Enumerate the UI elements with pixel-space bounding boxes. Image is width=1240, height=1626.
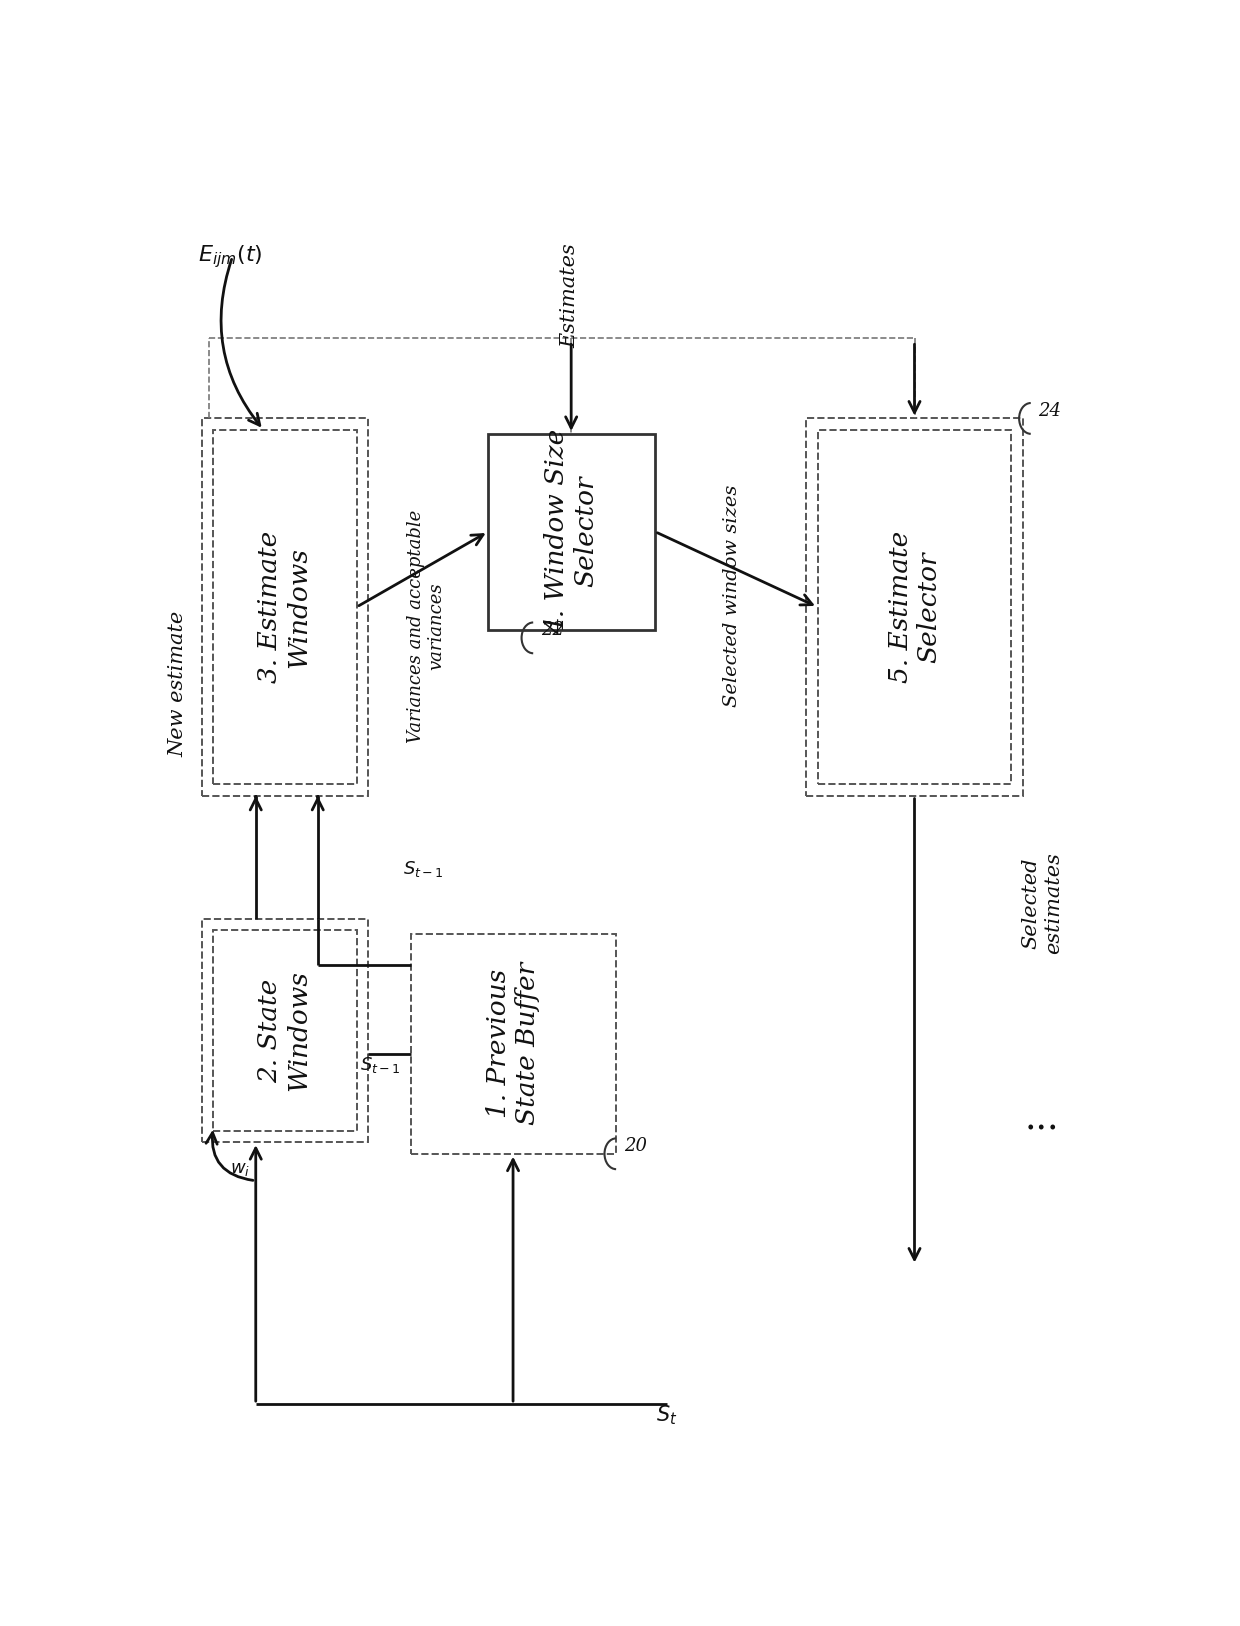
Text: 24: 24 [1039,402,1061,420]
Text: 3. Estimate
Windows: 3. Estimate Windows [258,532,311,683]
Text: Selected
estimates: Selected estimates [1022,852,1063,954]
Text: 22: 22 [541,621,564,639]
Bar [489,434,655,631]
Text: 4. Window Size
Selector: 4. Window Size Selector [544,429,598,634]
Text: $w_i$: $w_i$ [231,1161,250,1179]
Text: Selected window sizes: Selected window sizes [723,485,742,707]
Text: 1. Previous
State Buffer: 1. Previous State Buffer [486,963,541,1125]
Text: ...: ... [1025,1102,1060,1137]
Text: $S_{t-1}$: $S_{t-1}$ [361,1055,401,1075]
Text: $S_{t-1}$: $S_{t-1}$ [403,859,444,880]
Text: New estimate: New estimate [169,611,187,758]
Text: 2. State
Windows: 2. State Windows [258,971,311,1091]
Text: $S_t$: $S_t$ [656,1403,677,1428]
Bar [213,930,357,1130]
Text: Estimates: Estimates [560,242,579,348]
Bar [201,418,368,795]
Text: Variances and acceptable
variances: Variances and acceptable variances [407,509,445,743]
Bar [817,429,1012,784]
Text: 5. Estimate
Selector: 5. Estimate Selector [888,532,941,683]
Bar [806,418,1023,795]
Bar [201,919,368,1141]
Text: 20: 20 [624,1137,647,1154]
Bar [410,935,616,1154]
Text: $E_{ijm}(t)$: $E_{ijm}(t)$ [197,244,262,270]
Bar [213,429,357,784]
